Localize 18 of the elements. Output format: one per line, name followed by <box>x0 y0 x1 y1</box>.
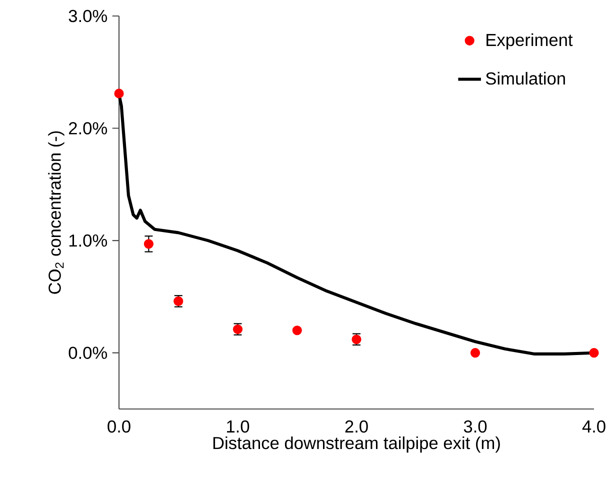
point <box>144 239 154 249</box>
y-tick-label: 2.0% <box>69 122 108 134</box>
x-tick-label: 0.0 <box>108 420 130 433</box>
point <box>470 348 480 358</box>
x-tick-label: 1.0 <box>227 420 250 433</box>
y-tick-label: 1.0% <box>69 234 108 247</box>
x-axis-title: Distance downstream tailpipe exit (m) <box>213 436 500 453</box>
legend-label: Experiment <box>486 33 573 50</box>
x-tick-label: 4.0 <box>582 420 606 433</box>
point <box>292 326 302 336</box>
y-tick-label: 0.0% <box>68 346 108 359</box>
x-tick-label: 2.0 <box>345 420 368 433</box>
point <box>589 348 599 358</box>
y-tick-label: 3.0% <box>68 10 108 22</box>
y-axis-title: CO$_{2}$ concentration (-) <box>48 131 64 294</box>
legend-label: Simulation <box>486 72 565 85</box>
point <box>114 88 124 98</box>
x-tick-label: 3.0 <box>464 420 487 433</box>
